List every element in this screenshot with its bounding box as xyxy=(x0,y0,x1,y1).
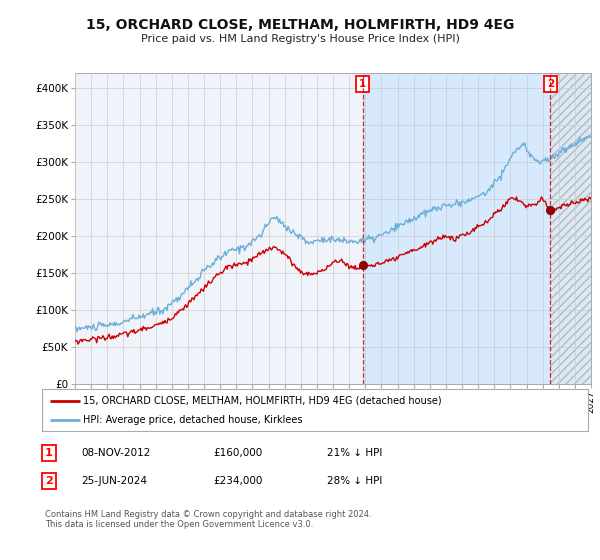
Text: 15, ORCHARD CLOSE, MELTHAM, HOLMFIRTH, HD9 4EG: 15, ORCHARD CLOSE, MELTHAM, HOLMFIRTH, H… xyxy=(86,18,514,32)
Text: 15, ORCHARD CLOSE, MELTHAM, HOLMFIRTH, HD9 4EG (detached house): 15, ORCHARD CLOSE, MELTHAM, HOLMFIRTH, H… xyxy=(83,395,442,405)
Text: £160,000: £160,000 xyxy=(213,448,262,458)
Bar xyxy=(550,73,591,384)
Text: 25-JUN-2024: 25-JUN-2024 xyxy=(81,476,147,486)
Text: 1: 1 xyxy=(45,448,53,458)
Text: 08-NOV-2012: 08-NOV-2012 xyxy=(81,448,151,458)
Text: Price paid vs. HM Land Registry's House Price Index (HPI): Price paid vs. HM Land Registry's House … xyxy=(140,34,460,44)
Bar xyxy=(550,73,591,384)
Text: 1: 1 xyxy=(359,79,367,89)
Text: £234,000: £234,000 xyxy=(213,476,262,486)
Text: 2: 2 xyxy=(547,79,554,89)
Bar xyxy=(363,73,550,384)
Text: Contains HM Land Registry data © Crown copyright and database right 2024.
This d: Contains HM Land Registry data © Crown c… xyxy=(45,510,371,529)
Text: 21% ↓ HPI: 21% ↓ HPI xyxy=(327,448,382,458)
Text: HPI: Average price, detached house, Kirklees: HPI: Average price, detached house, Kirk… xyxy=(83,415,302,425)
Text: 2: 2 xyxy=(45,476,53,486)
Text: 28% ↓ HPI: 28% ↓ HPI xyxy=(327,476,382,486)
